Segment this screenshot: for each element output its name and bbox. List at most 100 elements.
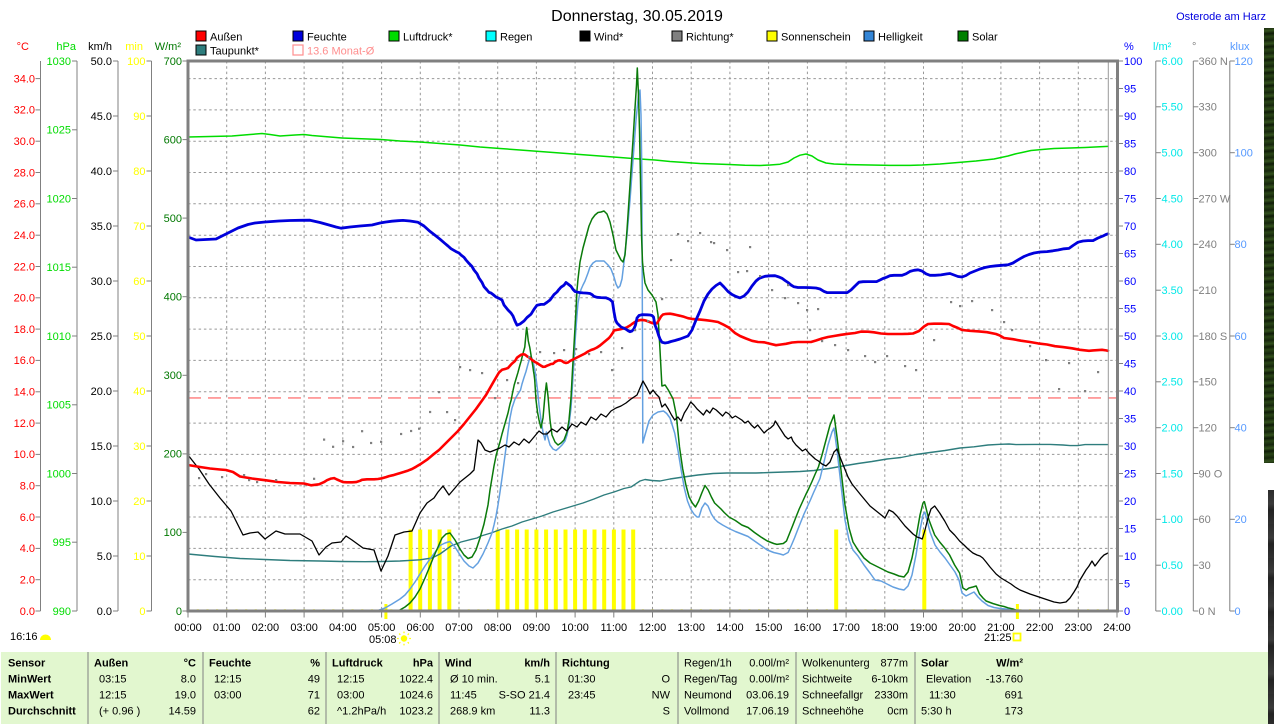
svg-text:995: 995 (53, 537, 71, 549)
svg-text:21:00: 21:00 (987, 622, 1015, 634)
svg-text:60: 60 (1124, 276, 1136, 288)
svg-text:240: 240 (1199, 239, 1217, 251)
svg-text:25.0: 25.0 (91, 331, 112, 343)
svg-text:12:15: 12:15 (337, 674, 365, 686)
svg-text:12.0: 12.0 (14, 418, 35, 430)
svg-text:60: 60 (1235, 331, 1247, 343)
svg-text:4.0: 4.0 (20, 543, 35, 555)
svg-text:180 S: 180 S (1199, 331, 1228, 343)
svg-text:1000: 1000 (47, 468, 71, 480)
svg-text:40.0: 40.0 (91, 166, 112, 178)
svg-text:600: 600 (164, 134, 182, 146)
svg-text:3.00: 3.00 (1162, 331, 1183, 343)
svg-text:50: 50 (1124, 331, 1136, 343)
svg-text:120: 120 (1235, 56, 1253, 68)
svg-text:50: 50 (133, 331, 145, 343)
svg-text:10:00: 10:00 (561, 622, 589, 634)
svg-text:28.0: 28.0 (14, 167, 35, 179)
svg-text:Vollmond: Vollmond (684, 706, 729, 718)
svg-text:14.59: 14.59 (168, 706, 196, 718)
svg-text:05:08: 05:08 (369, 634, 397, 646)
svg-text:2.0: 2.0 (20, 575, 35, 587)
svg-text:04:00: 04:00 (329, 622, 357, 634)
svg-text:Luftdruck: Luftdruck (332, 658, 384, 670)
svg-text:Wolkenunterg: Wolkenunterg (802, 658, 870, 670)
svg-text:km/h: km/h (88, 41, 112, 53)
svg-text:200: 200 (164, 449, 182, 461)
svg-text:5.0: 5.0 (97, 551, 112, 563)
svg-text:16.0: 16.0 (14, 355, 35, 367)
svg-text:55: 55 (1124, 303, 1136, 315)
svg-text:Osterode am Harz: Osterode am Harz (1176, 11, 1266, 23)
svg-text:09:00: 09:00 (523, 622, 551, 634)
svg-text:11.3: 11.3 (529, 706, 550, 718)
svg-text:15:00: 15:00 (755, 622, 783, 634)
svg-text:2330m: 2330m (874, 690, 908, 702)
svg-text:22.0: 22.0 (14, 261, 35, 273)
svg-text:hPa: hPa (413, 658, 434, 670)
svg-text:85: 85 (1124, 138, 1136, 150)
svg-text:20.0: 20.0 (91, 386, 112, 398)
svg-text:360 N: 360 N (1199, 56, 1228, 68)
svg-text:1015: 1015 (47, 262, 71, 274)
svg-text:70: 70 (1124, 221, 1136, 233)
svg-text:90: 90 (133, 111, 145, 123)
svg-text:^1.2hPa/h: ^1.2hPa/h (337, 706, 386, 718)
svg-text:400: 400 (164, 292, 182, 304)
svg-text:30.0: 30.0 (91, 276, 112, 288)
svg-text:11:30: 11:30 (929, 690, 956, 702)
svg-text:S-SO 21.4: S-SO 21.4 (499, 690, 550, 702)
svg-text:Wind*: Wind* (594, 32, 624, 44)
svg-text:Richtung: Richtung (562, 658, 610, 670)
svg-text:Sensor: Sensor (8, 658, 46, 670)
svg-text:24:00: 24:00 (1103, 622, 1131, 634)
svg-text:0: 0 (1235, 606, 1241, 618)
svg-text:0: 0 (139, 606, 145, 618)
svg-text:40: 40 (1124, 386, 1136, 398)
svg-text:40: 40 (1235, 423, 1247, 435)
svg-text:4.50: 4.50 (1162, 193, 1183, 205)
svg-text:1030: 1030 (47, 56, 71, 68)
svg-text:6-10km: 6-10km (871, 674, 908, 686)
svg-text:1.00: 1.00 (1162, 514, 1183, 526)
svg-text:W/m²: W/m² (155, 41, 182, 53)
svg-text:Feuchte: Feuchte (209, 658, 251, 670)
svg-text:50.0: 50.0 (91, 56, 112, 68)
svg-text:(+ 0.96 ): (+ 0.96 ) (99, 706, 140, 718)
svg-text:klux: klux (1230, 41, 1250, 53)
svg-text:22:00: 22:00 (1026, 622, 1054, 634)
svg-text:00:00: 00:00 (174, 622, 202, 634)
svg-text:Neumond: Neumond (684, 690, 732, 702)
svg-text:%: % (310, 658, 320, 670)
svg-text:Helligkeit: Helligkeit (878, 32, 923, 44)
svg-text:20:00: 20:00 (948, 622, 976, 634)
svg-text:NW: NW (652, 690, 671, 702)
svg-text:-13.760: -13.760 (986, 674, 1023, 686)
svg-text:03:00: 03:00 (214, 690, 242, 702)
svg-text:Außen: Außen (210, 32, 242, 44)
svg-text:12:15: 12:15 (214, 674, 242, 686)
svg-text:6.0: 6.0 (20, 512, 35, 524)
svg-text:19.0: 19.0 (175, 690, 196, 702)
svg-text:1020: 1020 (47, 193, 71, 205)
svg-text:5:30 h: 5:30 h (921, 706, 952, 718)
svg-text:0.00l/m²: 0.00l/m² (749, 658, 789, 670)
svg-text:°: ° (1192, 41, 1196, 53)
svg-text:0.50: 0.50 (1162, 560, 1183, 572)
svg-text:65: 65 (1124, 248, 1136, 260)
svg-text:05:00: 05:00 (368, 622, 396, 634)
svg-text:70: 70 (133, 221, 145, 233)
svg-text:95: 95 (1124, 83, 1136, 95)
svg-text:0.0: 0.0 (97, 606, 112, 618)
svg-text:min: min (125, 41, 143, 53)
svg-text:0: 0 (1124, 606, 1130, 618)
svg-text:990: 990 (53, 606, 71, 618)
svg-text:13.6 Monat-Ø: 13.6 Monat-Ø (307, 46, 375, 58)
svg-text:Schneefallgr: Schneefallgr (802, 690, 863, 702)
svg-text:17.06.19: 17.06.19 (746, 706, 789, 718)
svg-text:0.0: 0.0 (20, 606, 35, 618)
svg-text:10.0: 10.0 (14, 449, 35, 461)
svg-text:02:00: 02:00 (252, 622, 280, 634)
svg-text:100: 100 (127, 56, 145, 68)
svg-text:Regen/Tag: Regen/Tag (684, 674, 737, 686)
